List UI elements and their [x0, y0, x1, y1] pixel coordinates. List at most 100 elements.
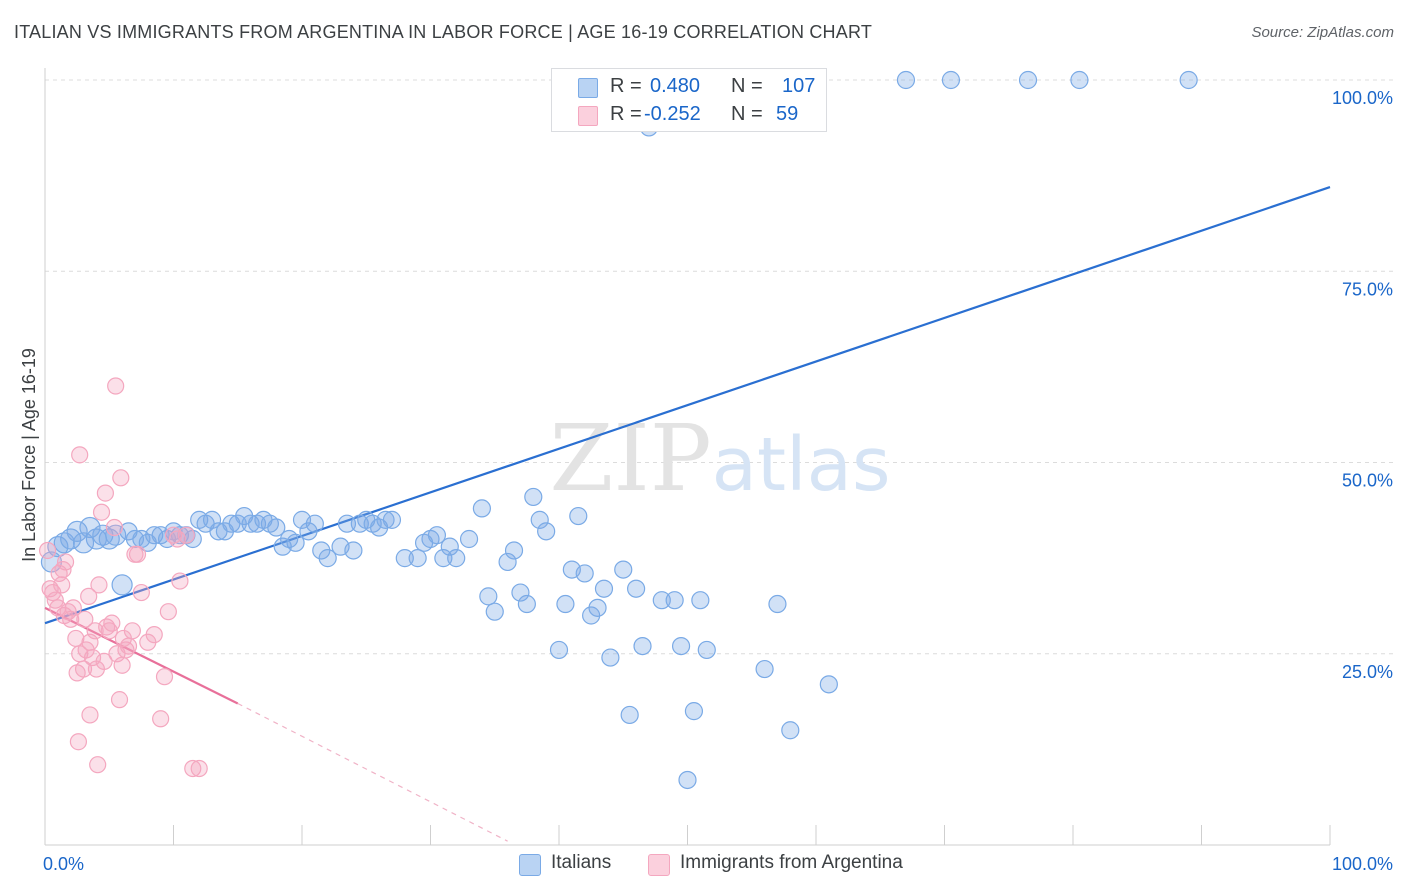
- italians-point: [47, 536, 69, 558]
- argentina-point: [128, 545, 147, 563]
- argentina-point: [71, 446, 89, 464]
- argentina-point: [95, 652, 113, 671]
- legend-n-value: 59: [776, 103, 799, 125]
- y-tick-label: 25.0%: [1342, 662, 1393, 682]
- x-tick-labels: 0.0% 100.0%: [43, 854, 1393, 874]
- argentina-point: [159, 603, 177, 621]
- argentina-swatch: [578, 106, 598, 126]
- x-tick-label: 0.0%: [43, 854, 84, 874]
- legend-r-label: R =: [610, 75, 642, 97]
- legend-n-label: N =: [731, 103, 763, 125]
- legend-r-label: R =: [610, 103, 642, 125]
- italians-point: [504, 541, 524, 560]
- argentina-point: [81, 706, 99, 724]
- argentina-point: [96, 484, 114, 502]
- argentina-point: [103, 614, 121, 632]
- legend-n-label: N =: [731, 75, 763, 97]
- italians-point: [755, 659, 774, 679]
- argentina-point: [74, 660, 93, 678]
- bottom-legend-label: Immigrants from Argentina: [680, 852, 903, 873]
- legend-row-italians: R = 0.480 N = 107: [552, 73, 826, 101]
- argentina-point: [110, 691, 129, 709]
- italians-point: [697, 640, 716, 660]
- argentina-point: [64, 599, 82, 617]
- italians-point: [202, 510, 222, 529]
- italians-point: [556, 594, 575, 614]
- source-label: Source: ZipAtlas.com: [1251, 24, 1394, 41]
- italians-point: [896, 70, 916, 90]
- italians-point: [633, 636, 652, 656]
- italians-point: [344, 541, 363, 560]
- italians-point: [1179, 70, 1198, 90]
- axes: [44, 68, 1331, 846]
- italians-point: [588, 598, 607, 617]
- italians-point: [79, 516, 101, 539]
- italians-point: [511, 583, 530, 602]
- italians-point: [318, 549, 337, 568]
- italians-point: [768, 594, 787, 614]
- argentina-point: [54, 560, 72, 579]
- argentina-point: [112, 469, 130, 487]
- italians-point: [427, 526, 447, 545]
- watermark: ZIPatlas: [550, 405, 891, 512]
- argentina-point: [177, 526, 195, 544]
- argentina-point: [184, 759, 202, 778]
- argentina-point: [76, 610, 94, 628]
- argentina-point: [145, 626, 163, 644]
- italians-point: [479, 587, 498, 606]
- italians-point: [66, 520, 88, 542]
- italians-swatch: [519, 854, 541, 876]
- argentina-point: [69, 733, 88, 751]
- argentina-swatch: [648, 854, 670, 876]
- italians-point: [408, 549, 427, 568]
- italians-point: [594, 579, 614, 598]
- argentina-point: [113, 656, 131, 674]
- argentina-point: [53, 576, 71, 594]
- argentina-point: [171, 572, 189, 590]
- italians-point: [376, 510, 395, 529]
- legend-n-value: 107: [782, 75, 816, 97]
- y-axis-label: In Labor Force | Age 16-19: [19, 348, 39, 562]
- argentina-point: [89, 756, 107, 774]
- italians-point: [524, 487, 543, 507]
- italians-point: [575, 564, 594, 583]
- y-tick-label: 75.0%: [1342, 279, 1393, 299]
- italians-point: [517, 594, 536, 614]
- watermark-zip: ZIP: [550, 405, 712, 512]
- argentina-point: [190, 759, 208, 778]
- italians-point: [447, 549, 466, 568]
- argentina-point: [38, 541, 57, 560]
- argentina-point: [155, 668, 174, 686]
- argentina-points: [38, 377, 208, 778]
- bottom-legend-label: Italians: [551, 852, 612, 873]
- argentina-point: [168, 530, 186, 548]
- italians-point: [1018, 70, 1038, 90]
- italians-point: [98, 528, 120, 550]
- italians-point: [652, 591, 671, 610]
- argentina-point: [90, 576, 108, 594]
- italians-point: [549, 640, 569, 660]
- argentina-point: [80, 587, 98, 605]
- italians-point: [434, 549, 453, 568]
- italians-point: [671, 636, 691, 656]
- italians-point: [111, 574, 133, 596]
- y-tick-label: 100.0%: [1332, 88, 1393, 108]
- italians-point: [459, 529, 479, 549]
- argentina-point: [105, 518, 123, 537]
- italians-point: [305, 514, 324, 533]
- italians-point: [1070, 70, 1089, 90]
- argentina-point: [92, 503, 111, 521]
- italians-point: [472, 499, 491, 518]
- italians-point: [267, 518, 286, 537]
- italians-swatch: [578, 78, 598, 98]
- legend-r-value: 0.480: [650, 75, 701, 97]
- argentina-point: [114, 629, 132, 648]
- watermark-atlas: atlas: [712, 422, 891, 508]
- italians-point: [530, 510, 549, 529]
- italians-point: [569, 506, 588, 526]
- italians-point: [620, 705, 639, 725]
- italians-point: [691, 591, 710, 610]
- italians-point: [614, 560, 633, 579]
- italians-points: [40, 70, 1198, 790]
